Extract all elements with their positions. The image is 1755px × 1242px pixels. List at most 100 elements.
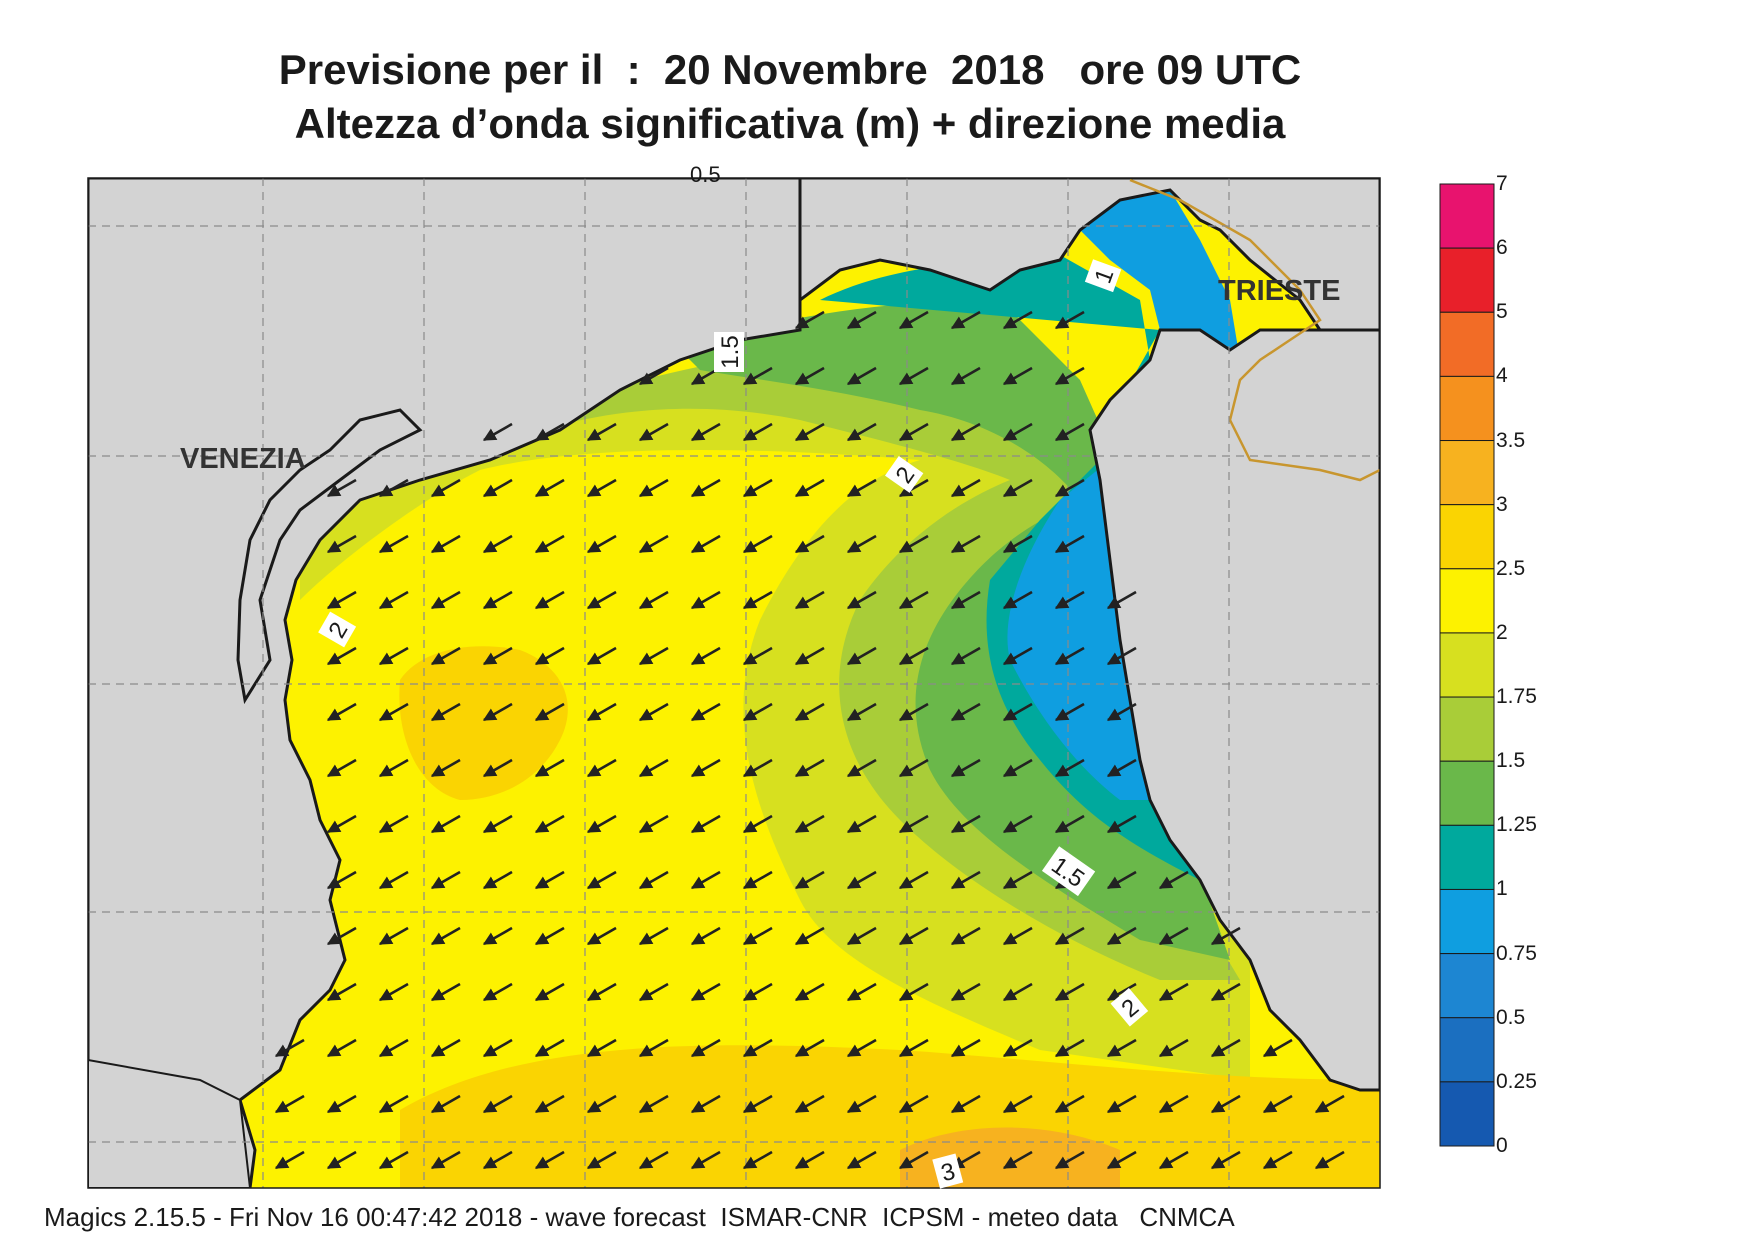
wave-arrow (326, 534, 357, 554)
wave-arrow (794, 982, 825, 1002)
wave-arrow (950, 1094, 981, 1114)
wave-arrow (898, 1038, 929, 1058)
wave-arrow (690, 590, 721, 610)
wave-arrow (482, 422, 513, 442)
wave-arrow (950, 870, 981, 890)
wave-arrow (1054, 926, 1085, 946)
wave-arrow (1262, 1038, 1293, 1058)
wave-arrow (638, 814, 669, 834)
wave-arrow (742, 870, 773, 890)
wave-arrow (586, 758, 617, 778)
wave-arrow (898, 702, 929, 722)
wave-arrow (326, 590, 357, 610)
wave-arrow (898, 366, 929, 386)
wave-arrow (898, 478, 929, 498)
wave-arrow (742, 534, 773, 554)
wave-arrow (430, 478, 461, 498)
contour-label: 1.5 (717, 335, 744, 368)
wave-arrow (690, 702, 721, 722)
color-scale-label: 3.5 (1496, 428, 1526, 452)
wave-arrow (430, 534, 461, 554)
wave-arrow (586, 982, 617, 1002)
wave-arrow (898, 534, 929, 554)
wave-arrow (534, 534, 565, 554)
wave-arrow (898, 422, 929, 442)
wave-arrow (638, 422, 669, 442)
graticule (88, 178, 1380, 1188)
wave-arrow (898, 758, 929, 778)
wave-arrow (690, 422, 721, 442)
wave-arrow (638, 478, 669, 498)
wave-arrow (378, 870, 409, 890)
national-border (1129, 178, 1380, 482)
wave-arrow (482, 758, 513, 778)
wave-arrow (378, 926, 409, 946)
wave-arrow (742, 646, 773, 666)
wave-arrow (586, 1038, 617, 1058)
wave-arrow (638, 702, 669, 722)
wave-arrow (482, 926, 513, 946)
color-scale-label: 5 (1496, 300, 1508, 324)
wave-arrow (430, 702, 461, 722)
color-scale-swatch (1439, 953, 1495, 1019)
color-scale-swatch (1439, 440, 1495, 506)
wave-arrow (846, 870, 877, 890)
wave-direction-arrows (274, 310, 1345, 1170)
wave-arrow (1002, 422, 1033, 442)
wave-arrow (898, 814, 929, 834)
land-east (1088, 328, 1380, 1092)
wave-arrow (794, 646, 825, 666)
wave-arrow (274, 1038, 305, 1058)
wave-arrow (794, 926, 825, 946)
wave-arrow (1158, 1038, 1189, 1058)
wave-arrow (1002, 646, 1033, 666)
wave-arrow (638, 590, 669, 610)
wave-arrow (378, 1038, 409, 1058)
wave-arrow (1054, 534, 1085, 554)
wave-arrow (690, 758, 721, 778)
wave-arrow (482, 646, 513, 666)
wave-arrow (898, 646, 929, 666)
wave-arrow (794, 1150, 825, 1170)
wave-arrow (326, 814, 357, 834)
wave-arrow (690, 1150, 721, 1170)
wave-arrow (534, 1094, 565, 1114)
wave-arrow (846, 702, 877, 722)
color-scale-swatch (1439, 1017, 1495, 1083)
color-scale-label: 1.5 (1496, 749, 1526, 773)
wave-arrow (794, 534, 825, 554)
wave-arrow (586, 478, 617, 498)
wave-arrow (690, 646, 721, 666)
color-scale-swatch (1439, 311, 1495, 377)
wave-arrow (950, 926, 981, 946)
wave-arrow (378, 590, 409, 610)
wave-arrow (1262, 1094, 1293, 1114)
wave-arrow (430, 870, 461, 890)
wave-arrow (742, 758, 773, 778)
wave-arrow (638, 870, 669, 890)
wave-arrow (950, 982, 981, 1002)
land-southwest (88, 1058, 252, 1188)
color-scale-label: 2.5 (1496, 556, 1526, 580)
wave-arrow (326, 478, 357, 498)
wave-arrow (794, 814, 825, 834)
wave-arrow (430, 1150, 461, 1170)
color-scale-swatch (1439, 888, 1495, 955)
wave-arrow (846, 1038, 877, 1058)
wave-arrow (638, 646, 669, 666)
wave-arrow (950, 1038, 981, 1058)
color-scale-swatch (1439, 183, 1495, 249)
wave-arrow (534, 982, 565, 1002)
wave-arrow (846, 646, 877, 666)
wave-arrow (690, 534, 721, 554)
wave-arrow (690, 1094, 721, 1114)
color-scale-label: 1.25 (1496, 813, 1537, 837)
wave-arrow (742, 926, 773, 946)
wave-arrow (794, 1038, 825, 1058)
wave-arrow (482, 590, 513, 610)
wave-arrow (1054, 1150, 1085, 1170)
wave-arrow (1106, 1038, 1137, 1058)
wave-arrow (326, 646, 357, 666)
wave-arrow (1002, 1150, 1033, 1170)
wave-arrow (1002, 590, 1033, 610)
